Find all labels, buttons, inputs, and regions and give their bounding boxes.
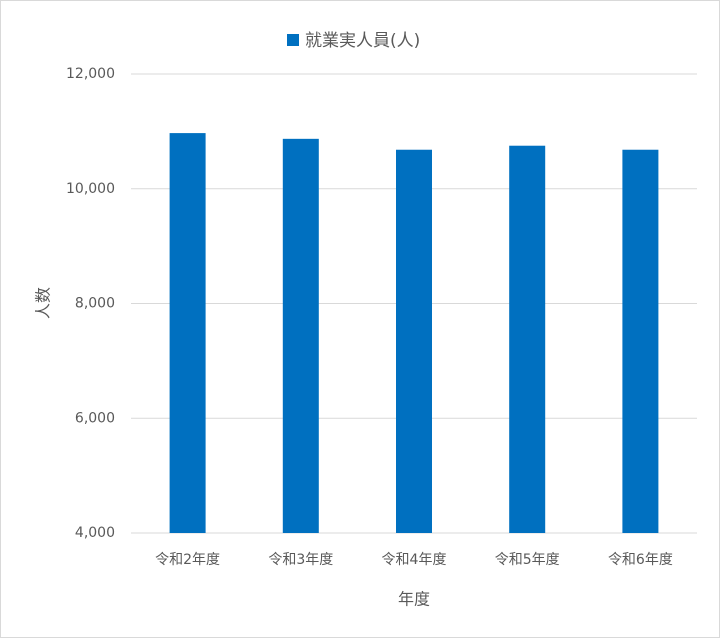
x-tick-label: 令和6年度 — [608, 552, 673, 568]
x-tick-label: 令和4年度 — [382, 552, 447, 568]
bar — [396, 149, 432, 534]
y-tick-label: 6,000 — [75, 410, 115, 426]
y-tick-label: 8,000 — [75, 296, 115, 312]
legend-label: 就業実人員(人) — [305, 31, 420, 51]
x-tick-label: 令和2年度 — [155, 552, 220, 568]
x-tick-label: 令和5年度 — [495, 552, 560, 568]
bar — [622, 149, 659, 534]
y-tick-label: 4,000 — [75, 525, 115, 541]
y-tick-label: 10,000 — [66, 181, 115, 197]
x-tick-label: 令和3年度 — [268, 552, 333, 568]
bar — [282, 138, 319, 534]
y-tick-label: 12,000 — [66, 66, 115, 82]
y-axis-label: 人数 — [34, 287, 53, 319]
bar — [169, 133, 206, 533]
bar — [509, 145, 546, 533]
legend-swatch — [287, 34, 299, 46]
x-axis-label: 年度 — [398, 590, 430, 609]
